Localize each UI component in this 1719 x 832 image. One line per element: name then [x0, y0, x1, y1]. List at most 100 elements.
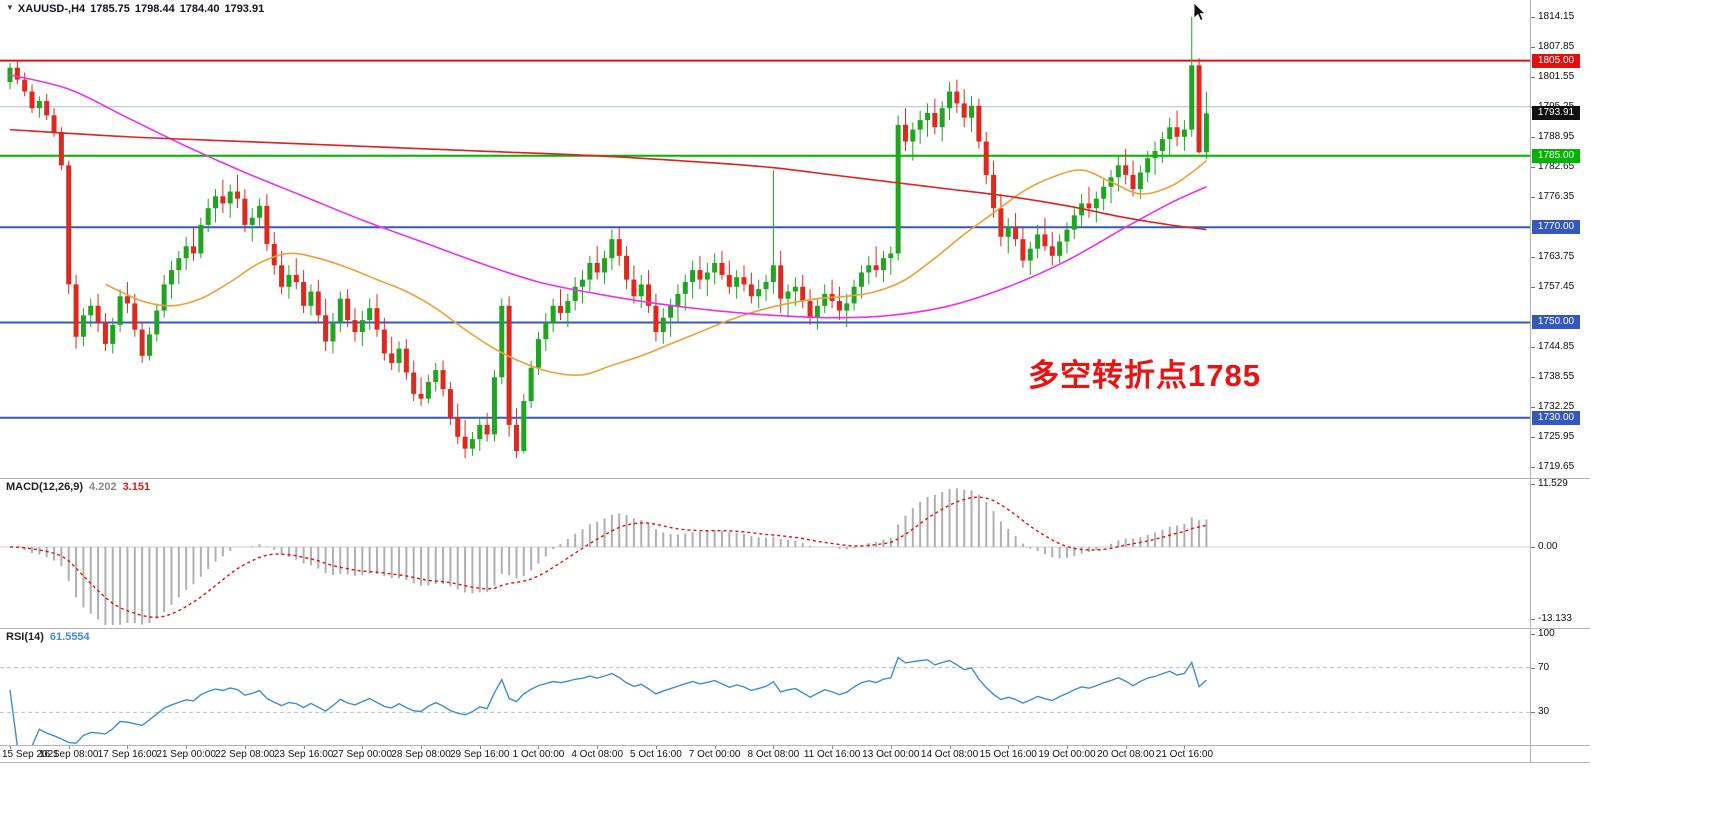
- ma-fast-orange: [105, 159, 1207, 377]
- price-level-badge-1770.00: 1770.00: [1532, 220, 1580, 235]
- candle-body: [205, 208, 211, 225]
- price-tick-label: 1738.55: [1538, 371, 1575, 382]
- candle-body: [279, 265, 285, 287]
- time-tick-mark: [186, 746, 188, 749]
- candle-body: [624, 255, 630, 280]
- candle-body: [719, 262, 725, 275]
- candle-body: [638, 284, 644, 297]
- time-tick-label: 5 Oct 16:00: [630, 749, 682, 760]
- axis-tick-mark: [1531, 634, 1535, 635]
- candle-body: [535, 339, 541, 368]
- axis-tick-mark: [1531, 667, 1535, 669]
- axis-tick-mark: [1531, 257, 1535, 258]
- panel-separator[interactable]: [0, 628, 1590, 629]
- candle-body: [631, 279, 637, 297]
- candle-body: [587, 262, 593, 280]
- time-tick-label: 15 Oct 16:00: [979, 749, 1037, 760]
- ma-slow-red: [9, 128, 1207, 231]
- candle-body: [139, 329, 145, 356]
- price-chart-canvas[interactable]: [0, 0, 1530, 478]
- axis-tick-mark: [1531, 712, 1535, 714]
- candle-body: [1145, 158, 1151, 173]
- candle-body: [257, 205, 263, 218]
- candle-body: [1013, 227, 1019, 240]
- candle-body: [807, 301, 813, 318]
- candle-body: [374, 308, 380, 330]
- candle-body: [726, 274, 732, 287]
- candle-body: [565, 301, 571, 313]
- candle-body: [1005, 227, 1011, 237]
- price-tick-label: 1776.35: [1538, 191, 1575, 202]
- rsi-panel[interactable]: RSI(14) 61.5554: [0, 628, 1530, 745]
- candle-body: [73, 284, 79, 337]
- candle-body: [447, 389, 453, 418]
- panel-separator: [0, 762, 1590, 763]
- candle-body: [198, 224, 204, 254]
- axis-tick-mark: [1531, 287, 1535, 288]
- candle-body: [293, 274, 299, 282]
- candle-body: [902, 124, 908, 142]
- candle-body: [469, 439, 475, 449]
- candle-body: [286, 274, 292, 287]
- candle-body: [51, 115, 57, 132]
- candle-body: [1086, 203, 1092, 209]
- candle-body: [998, 208, 1004, 237]
- candle-body: [1093, 198, 1099, 209]
- time-tick-mark: [1008, 746, 1010, 749]
- candle-body: [1101, 186, 1107, 199]
- candle-body: [1196, 65, 1202, 153]
- time-tick-label: 21 Sep 00:00: [156, 749, 216, 760]
- axis-tick-mark: [1531, 167, 1535, 168]
- time-tick-mark: [1066, 746, 1068, 749]
- candle-body: [616, 239, 622, 256]
- rsi-axis-label: 100: [1538, 628, 1555, 639]
- candle-body: [1167, 127, 1173, 140]
- price-tick-label: 1744.85: [1538, 341, 1575, 352]
- panel-separator: [0, 745, 1590, 746]
- candle-body: [1115, 165, 1121, 178]
- axis-tick-mark: [1531, 197, 1535, 198]
- candle-body: [1064, 229, 1070, 242]
- candle-body: [403, 348, 409, 373]
- panel-separator[interactable]: [0, 478, 1590, 479]
- candle-body: [14, 67, 20, 80]
- candle-body: [1152, 151, 1158, 159]
- price-tick-label: 1801.55: [1538, 71, 1575, 82]
- candle-body: [983, 141, 989, 175]
- macd-header: MACD(12,26,9) 4.202 3.151: [6, 481, 156, 493]
- rsi-axis-label: 70: [1538, 661, 1550, 673]
- high-value: 1798.44: [134, 3, 175, 15]
- candle-body: [1071, 215, 1077, 230]
- time-axis[interactable]: 15 Sep 2021 16 Sep 08:00 17 Sep 16:00 21 Se…: [0, 745, 1530, 762]
- candle-body: [917, 120, 923, 130]
- ma-mid-magenta: [9, 74, 1207, 319]
- collapse-triangle-icon[interactable]: ▼: [6, 3, 14, 12]
- candle-body: [572, 286, 578, 302]
- annotation-text[interactable]: 多空转折点1785: [1028, 358, 1261, 393]
- time-tick-label: 29 Sep 16:00: [450, 749, 510, 760]
- candle-body: [381, 329, 387, 354]
- time-tick-mark: [949, 746, 951, 749]
- macd-canvas[interactable]: [0, 478, 1530, 628]
- candle-body: [969, 105, 975, 118]
- price-chart-panel[interactable]: ▼ XAUUSD-,H4 1785.75 1798.44 1784.40 1793.91 …: [0, 0, 1530, 478]
- candle-body: [888, 253, 894, 259]
- candle-body: [271, 243, 277, 266]
- macd-panel[interactable]: MACD(12,26,9) 4.202 3.151: [0, 478, 1530, 628]
- candle-body: [690, 270, 696, 282]
- price-axis[interactable]: 1814.151807.851801.551795.251788.951782.…: [1530, 0, 1592, 763]
- candle-body: [389, 353, 395, 363]
- price-tick-label: 1782.65: [1538, 161, 1575, 172]
- rsi-canvas[interactable]: [0, 628, 1530, 745]
- candle-body: [411, 372, 417, 394]
- candle-body: [80, 315, 86, 337]
- candle-body: [367, 308, 373, 321]
- axis-tick-mark: [1531, 618, 1535, 620]
- candle-body: [550, 305, 556, 323]
- candle-body: [433, 370, 439, 382]
- axis-tick-mark: [1531, 483, 1535, 485]
- candle-body: [1035, 234, 1041, 249]
- candle-body: [227, 191, 233, 204]
- candle-body: [910, 129, 916, 142]
- candle-body: [95, 305, 101, 323]
